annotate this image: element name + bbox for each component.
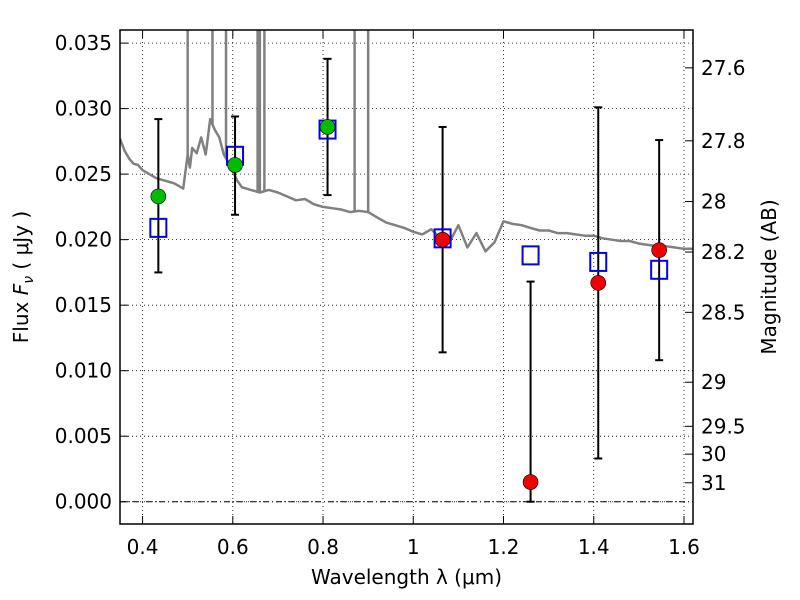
spectrum-line <box>120 117 693 253</box>
model-flux-square <box>149 217 168 238</box>
x-tick-label: 0.8 <box>307 535 339 559</box>
y2-tick-label: 27.8 <box>701 129 746 153</box>
y-axis-title-sub: ν <box>21 276 37 284</box>
y-tick-label: 0.015 <box>55 293 112 317</box>
observed-flux-points <box>150 119 667 490</box>
y-axis-title-var: F <box>9 283 33 295</box>
y2-tick-label: 28 <box>701 190 726 214</box>
y2-tick-label: 29.5 <box>701 414 746 438</box>
y2-tick-label: 31 <box>701 471 726 495</box>
y-tick-label: 0.030 <box>55 97 112 121</box>
model-spectrum <box>120 30 693 253</box>
x-tick-label: 1.2 <box>488 535 520 559</box>
x-tick-label: 0.6 <box>217 535 249 559</box>
x-tick-label: 1.4 <box>578 535 610 559</box>
plot-frame <box>119 29 694 525</box>
observed-flux-point <box>590 275 607 291</box>
y2-tick-label: 27.6 <box>701 56 746 80</box>
y-tick-label: 0.000 <box>55 490 112 514</box>
observed-flux-point <box>522 474 539 490</box>
y-tick-label: 0.035 <box>55 31 112 55</box>
y-axis-ticks: 0.000 0.005 0.010 0.015 0.020 0.025 0.030 0.035 <box>55 31 128 514</box>
model-flux-square <box>521 245 540 266</box>
observed-flux-point <box>227 157 243 173</box>
x-axis-title: Wavelength λ (μm) <box>311 565 502 589</box>
observed-flux-point <box>651 242 667 258</box>
y-axis-title: Flux Fν ( μJy ) <box>9 211 37 343</box>
y2-tick-label: 28.2 <box>701 240 746 264</box>
y2-axis-title: Magnitude (AB) <box>757 199 781 354</box>
y-axis-title-suffix: ( μJy ) <box>9 211 33 276</box>
x-tick-label: 1.6 <box>668 535 700 559</box>
y-axis-title-prefix: Flux <box>9 295 33 343</box>
observed-flux-point <box>150 188 167 205</box>
observed-flux-point <box>319 119 336 135</box>
y-tick-label: 0.020 <box>55 228 112 252</box>
y-tick-label: 0.010 <box>55 359 112 383</box>
y-tick-label: 0.005 <box>55 424 112 448</box>
x-tick-label: 0.4 <box>127 535 159 559</box>
y2-tick-label: 28.5 <box>701 300 746 324</box>
y-tick-label: 0.025 <box>55 162 112 186</box>
y2-tick-label: 29 <box>701 370 726 394</box>
y2-tick-label: 30 <box>701 442 726 466</box>
x-tick-label: 1 <box>407 535 420 559</box>
observed-flux-point <box>434 231 451 248</box>
model-flux-square <box>589 251 608 272</box>
y2-axis-ticks: 27.6 27.8 28 28.2 28.5 29 29.5 30 31 <box>685 56 746 495</box>
x-axis-ticks: 0.4 0.6 0.8 1 1.2 1.4 1.6 <box>127 30 700 559</box>
model-flux-square <box>650 259 669 280</box>
